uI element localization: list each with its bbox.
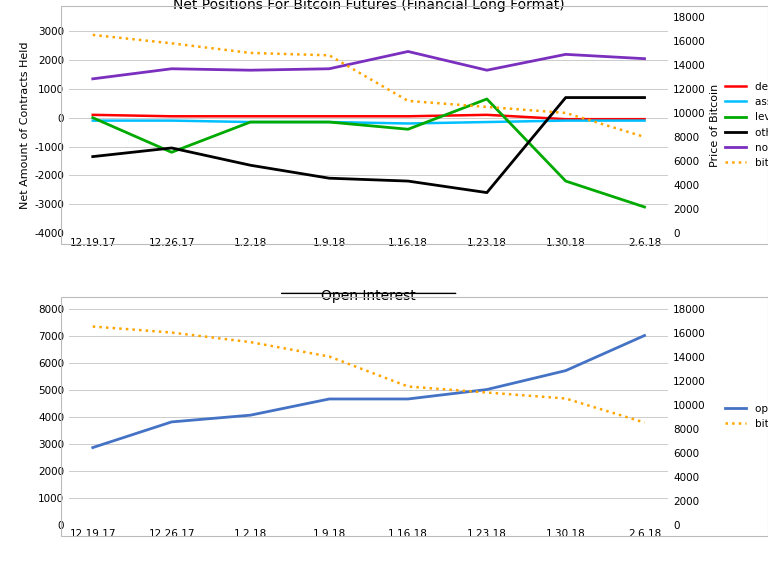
dealer net: [167, 113, 176, 120]
bitcoin price: [325, 52, 334, 59]
nonreportable net: [640, 55, 649, 62]
other net: [640, 94, 649, 101]
asset manager net: [403, 120, 412, 127]
Line: asset manager net: asset manager net: [93, 121, 644, 124]
Line: leveraged speculators net: leveraged speculators net: [93, 99, 644, 207]
nonreportable net: [561, 51, 571, 58]
bitcoin price: [88, 32, 98, 38]
bitcoin price: [403, 383, 412, 390]
other net: [88, 153, 98, 160]
bitcoin price: [640, 134, 649, 140]
Line: other net: other net: [93, 98, 644, 192]
Legend: dealer net, asset manager net, leveraged speculators net, other net, nonreportab: dealer net, asset manager net, leveraged…: [721, 78, 768, 172]
bitcoin price: [246, 339, 255, 346]
dealer net: [482, 112, 492, 118]
bitcoin price: [167, 329, 176, 336]
open interest: [561, 367, 571, 374]
Line: open interest: open interest: [93, 336, 644, 448]
bitcoin price: [88, 323, 98, 330]
Legend: open interest, bitcoin price: open interest, bitcoin price: [721, 400, 768, 433]
asset manager net: [167, 117, 176, 124]
other net: [167, 144, 176, 151]
Title: Net Positions For Bitcoin Futures (Financial Long Format): Net Positions For Bitcoin Futures (Finan…: [173, 0, 564, 12]
dealer net: [403, 113, 412, 120]
leveraged speculators net: [640, 204, 649, 210]
leveraged speculators net: [403, 126, 412, 133]
other net: [246, 162, 255, 169]
Y-axis label: Price of Bitcoin: Price of Bitcoin: [710, 83, 720, 166]
dealer net: [325, 113, 334, 120]
open interest: [325, 395, 334, 402]
Line: bitcoin price: bitcoin price: [93, 35, 644, 137]
open interest: [403, 395, 412, 402]
Line: nonreportable net: nonreportable net: [93, 51, 644, 79]
leveraged speculators net: [246, 118, 255, 125]
leveraged speculators net: [561, 178, 571, 184]
open interest: [88, 444, 98, 451]
bitcoin price: [482, 389, 492, 396]
nonreportable net: [88, 76, 98, 82]
other net: [561, 94, 571, 101]
Line: bitcoin price: bitcoin price: [93, 327, 644, 422]
dealer net: [561, 116, 571, 122]
Title: Open Interest: Open Interest: [321, 289, 416, 303]
bitcoin price: [325, 353, 334, 360]
nonreportable net: [482, 67, 492, 73]
Line: dealer net: dealer net: [93, 115, 644, 119]
nonreportable net: [167, 65, 176, 72]
leveraged speculators net: [482, 96, 492, 103]
other net: [403, 178, 412, 184]
leveraged speculators net: [88, 114, 98, 121]
asset manager net: [325, 118, 334, 125]
dealer net: [640, 116, 649, 122]
asset manager net: [482, 118, 492, 125]
asset manager net: [561, 117, 571, 124]
asset manager net: [88, 117, 98, 124]
open interest: [246, 412, 255, 418]
leveraged speculators net: [325, 118, 334, 125]
asset manager net: [246, 118, 255, 125]
bitcoin price: [403, 98, 412, 104]
dealer net: [246, 113, 255, 120]
open interest: [167, 418, 176, 425]
other net: [482, 189, 492, 196]
bitcoin price: [482, 104, 492, 111]
bitcoin price: [246, 50, 255, 56]
bitcoin price: [167, 40, 176, 47]
nonreportable net: [246, 67, 255, 73]
nonreportable net: [325, 65, 334, 72]
Y-axis label: Net Amount of Contracts Held: Net Amount of Contracts Held: [20, 41, 30, 209]
asset manager net: [640, 117, 649, 124]
bitcoin price: [561, 395, 571, 402]
dealer net: [88, 112, 98, 118]
open interest: [482, 386, 492, 393]
nonreportable net: [403, 48, 412, 55]
open interest: [640, 332, 649, 339]
bitcoin price: [640, 419, 649, 426]
bitcoin price: [561, 109, 571, 116]
other net: [325, 175, 334, 182]
leveraged speculators net: [167, 149, 176, 156]
